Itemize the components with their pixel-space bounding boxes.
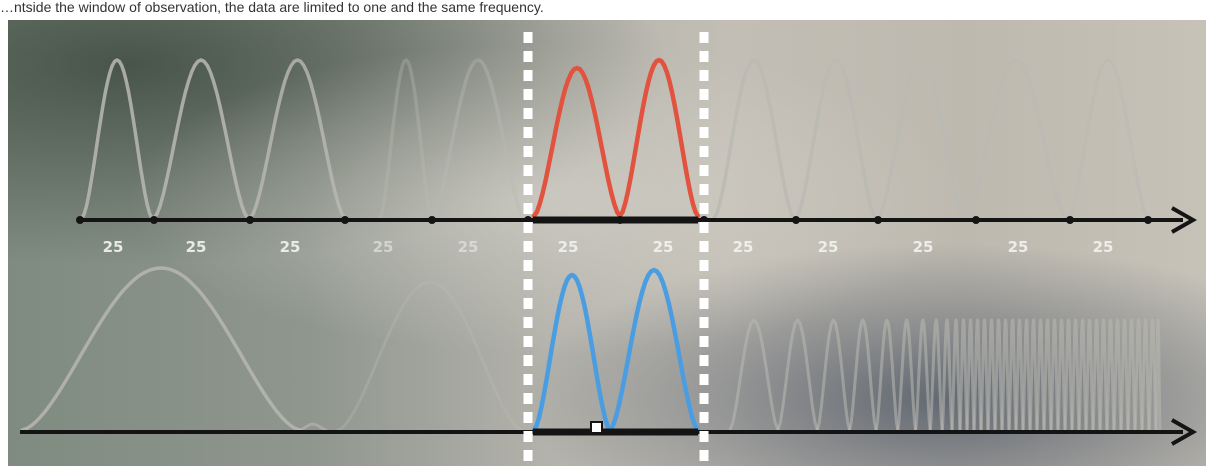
tick-label: 25 (103, 238, 124, 256)
ghost-wave (152, 58, 250, 220)
ghost-wave (1014, 318, 1025, 432)
ghost-wave (1126, 318, 1137, 432)
ghost-wave (993, 318, 1004, 432)
tick-label: 25 (733, 238, 754, 256)
diagram-stage: 25 25 25 25 25 25 25 25 25 25 25 25 (8, 20, 1206, 466)
ghost-wave (1133, 318, 1144, 432)
ghost-wave (972, 318, 983, 432)
tick-label: 25 (1008, 238, 1029, 256)
caption-text: …ntside the window of observation, the d… (0, 0, 1206, 20)
ghost-wave (965, 318, 976, 432)
ghost-wave (1105, 318, 1116, 432)
ghost-wave (712, 58, 796, 220)
ghost-wave (815, 318, 852, 432)
tick-label: 25 (373, 238, 394, 256)
ghost-wave (1119, 318, 1130, 432)
bottom-signal-row (20, 266, 1198, 446)
ghost-wave (1063, 318, 1074, 432)
ghost-wave (1147, 318, 1158, 432)
ghost-wave (964, 58, 1068, 220)
ghost-wave (986, 318, 997, 432)
ghost-wave (1000, 318, 1011, 432)
ghost-wave (1035, 318, 1046, 432)
ghost-wave (80, 58, 154, 220)
ghost-wave (1028, 318, 1039, 432)
ghost-wave (1077, 318, 1088, 432)
tick-mark (246, 216, 254, 224)
tick-mark (76, 216, 84, 224)
ghost-wave (1042, 318, 1053, 432)
square-marker-icon (590, 421, 603, 434)
bottom-ghost-waves (20, 266, 1162, 432)
top-tick-labels: 25 25 25 25 25 25 25 25 25 25 25 25 (103, 238, 1114, 256)
ghost-wave (979, 318, 990, 432)
ghost-wave (430, 58, 526, 220)
tick-mark (428, 216, 436, 224)
tick-mark (972, 216, 980, 224)
ghost-wave (896, 318, 918, 432)
ghost-wave (876, 58, 966, 220)
ghost-wave (874, 318, 900, 432)
tick-label: 25 (458, 238, 479, 256)
arrow-right-icon (1171, 418, 1198, 446)
ghost-wave (1091, 318, 1102, 432)
tick-label: 25 (280, 238, 301, 256)
tick-mark (1144, 216, 1152, 224)
ghost-wave (776, 318, 819, 432)
tick-mark (341, 216, 349, 224)
top-signal-row: 25 25 25 25 25 25 25 25 25 25 25 25 (76, 57, 1198, 256)
tick-mark (1066, 216, 1074, 224)
ghost-wave (1021, 318, 1032, 432)
tick-mark (792, 216, 800, 224)
ghost-wave (1070, 318, 1081, 432)
ghost-wave (1140, 318, 1151, 432)
ghost-wave (950, 318, 962, 432)
ghost-wave (728, 318, 780, 432)
tick-label: 25 (653, 238, 674, 256)
arrow-right-icon (1171, 206, 1198, 234)
ghost-wave (940, 318, 954, 432)
ghost-wave (1056, 318, 1067, 432)
ghost-wave (914, 318, 932, 432)
tick-mark (616, 216, 624, 224)
ghost-wave (336, 280, 524, 432)
ghost-wave (20, 266, 302, 432)
tick-mark (150, 216, 158, 224)
observation-window (523, 32, 709, 466)
ghost-wave (1112, 318, 1123, 432)
ghost-wave (248, 58, 347, 220)
ghost-wave (298, 422, 328, 432)
ghost-wave (1007, 318, 1018, 432)
background (8, 20, 1206, 466)
ghost-wave (1084, 318, 1095, 432)
tick-label: 25 (818, 238, 839, 256)
tick-label: 25 (558, 238, 579, 256)
tick-label: 25 (1093, 238, 1114, 256)
ghost-wave (1098, 318, 1109, 432)
frequency-window-diagram: 25 25 25 25 25 25 25 25 25 25 25 25 (8, 20, 1206, 466)
tick-label: 25 (186, 238, 207, 256)
tick-mark (874, 216, 882, 224)
top-ghost-waves (80, 58, 1150, 220)
ghost-wave (848, 318, 878, 432)
ghost-wave (1049, 318, 1060, 432)
ghost-wave (794, 58, 878, 220)
ghost-wave (1154, 318, 1162, 432)
ghost-wave (958, 318, 969, 432)
tick-label: 25 (913, 238, 934, 256)
ghost-wave (1066, 58, 1150, 220)
ghost-wave (378, 58, 434, 220)
ghost-wave (928, 318, 944, 432)
